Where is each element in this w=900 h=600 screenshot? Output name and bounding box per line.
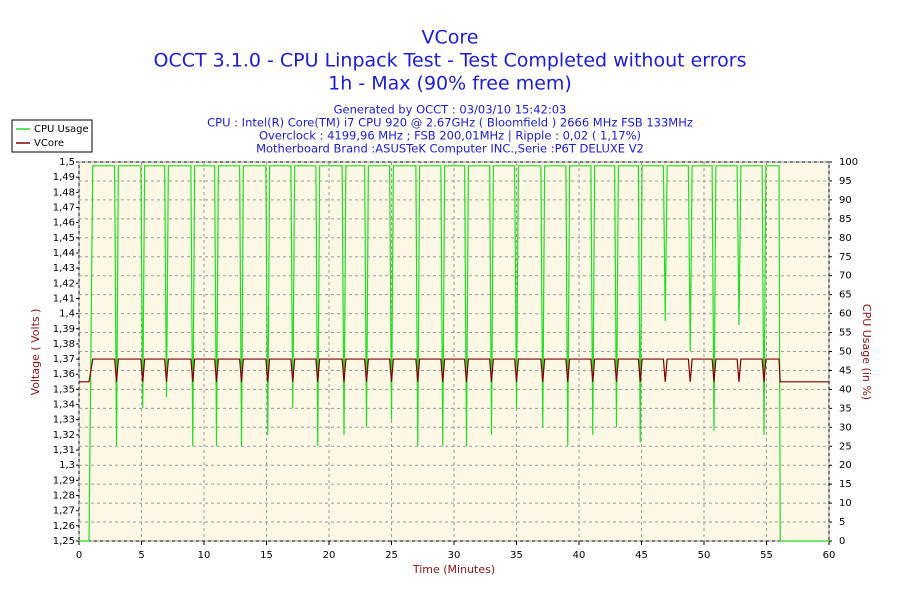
- legend-label: VCore: [34, 138, 64, 149]
- y2-tick-label: 5: [839, 517, 845, 528]
- x-tick-label: 30: [448, 550, 461, 561]
- y-tick-label: 1,35: [53, 384, 75, 395]
- x-tick-label: 60: [823, 550, 836, 561]
- y-tick-label: 1,27: [53, 506, 75, 517]
- y2-tick-label: 70: [839, 271, 852, 282]
- y-tick-label: 1,38: [53, 339, 75, 350]
- y-tick-label: 1,34: [53, 400, 75, 411]
- y-tick-label: 1,4: [59, 309, 75, 320]
- y-tick-label: 1,47: [53, 202, 75, 213]
- y2-tick-label: 35: [839, 403, 852, 414]
- chart-title: 1h - Max (90% free mem): [328, 73, 572, 95]
- x-axis-label: Time (Minutes): [412, 563, 495, 576]
- x-tick-label: 45: [635, 550, 648, 561]
- x-tick-label: 40: [573, 550, 586, 561]
- y-tick-label: 1,25: [53, 536, 75, 547]
- y2-tick-label: 80: [839, 233, 852, 244]
- y-tick-label: 1,43: [53, 263, 75, 274]
- y2-tick-label: 25: [839, 441, 852, 452]
- data-line: [79, 358, 829, 383]
- y-tick-label: 1,49: [53, 172, 75, 183]
- x-tick-label: 55: [760, 550, 773, 561]
- subtitle: Generated by OCCT : 03/03/10 15:42:03: [334, 103, 567, 117]
- chart-title: VCore: [422, 27, 479, 49]
- y-tick-label: 1,44: [53, 248, 75, 259]
- y-tick-label: 1,36: [53, 369, 75, 380]
- y-tick-label: 1,3: [59, 460, 75, 471]
- y2-tick-label: 10: [839, 498, 852, 509]
- y-tick-label: 1,29: [53, 475, 75, 486]
- y2-tick-label: 90: [839, 195, 852, 206]
- y-tick-label: 1,31: [53, 445, 75, 456]
- subtitle: Overclock : 4199,96 MHz ; FSB 200,01MHz …: [259, 129, 641, 143]
- y-tick-label: 1,45: [53, 233, 75, 244]
- y-tick-label: 1,33: [53, 415, 75, 426]
- legend-label: CPU Usage: [34, 124, 89, 135]
- y2-tick-label: 65: [839, 290, 852, 301]
- y-tick-label: 1,39: [53, 324, 75, 335]
- y-tick-label: 1,37: [53, 354, 75, 365]
- y2-tick-label: 50: [839, 347, 852, 358]
- y-tick-label: 1,5: [59, 157, 75, 168]
- chart-title: OCCT 3.1.0 - CPU Linpack Test - Test Com…: [153, 50, 746, 72]
- y2-tick-label: 85: [839, 214, 852, 225]
- x-tick-label: 35: [510, 550, 523, 561]
- x-tick-label: 15: [260, 550, 273, 561]
- y-tick-label: 1,28: [53, 491, 75, 502]
- y2-tick-label: 20: [839, 460, 852, 471]
- x-tick-label: 50: [698, 550, 711, 561]
- x-tick-label: 10: [198, 550, 211, 561]
- y2-tick-label: 45: [839, 365, 852, 376]
- subtitle: Motherboard Brand :ASUSTeK Computer INC.…: [256, 142, 644, 156]
- y2-tick-label: 100: [839, 157, 858, 168]
- y2-tick-label: 60: [839, 309, 852, 320]
- legend-box: [11, 119, 93, 153]
- y-tick-label: 1,42: [53, 278, 75, 289]
- y2-tick-label: 95: [839, 176, 852, 187]
- y2-tick-label: 40: [839, 384, 852, 395]
- y-tick-label: 1,46: [53, 218, 75, 229]
- y-tick-label: 1,32: [53, 430, 75, 441]
- x-tick-label: 5: [138, 550, 144, 561]
- y-axis-label: Voltage ( Volts ): [29, 309, 42, 396]
- y-tick-label: 1,26: [53, 521, 75, 532]
- y2-tick-label: 75: [839, 252, 852, 263]
- x-tick-label: 25: [385, 550, 398, 561]
- y-tick-label: 1,48: [53, 187, 75, 198]
- x-tick-label: 0: [76, 550, 82, 561]
- y2-tick-label: 30: [839, 422, 852, 433]
- y2-axis-label: CPU Usage (in %): [860, 304, 873, 400]
- y2-tick-label: 0: [839, 536, 845, 547]
- y-tick-label: 1,41: [53, 293, 75, 304]
- y2-tick-label: 55: [839, 328, 852, 339]
- subtitle: CPU : Intel(R) Core(TM) i7 CPU 920 @ 2.6…: [207, 116, 693, 130]
- y2-tick-label: 15: [839, 479, 852, 490]
- data-line: [79, 165, 829, 542]
- x-tick-label: 20: [323, 550, 336, 561]
